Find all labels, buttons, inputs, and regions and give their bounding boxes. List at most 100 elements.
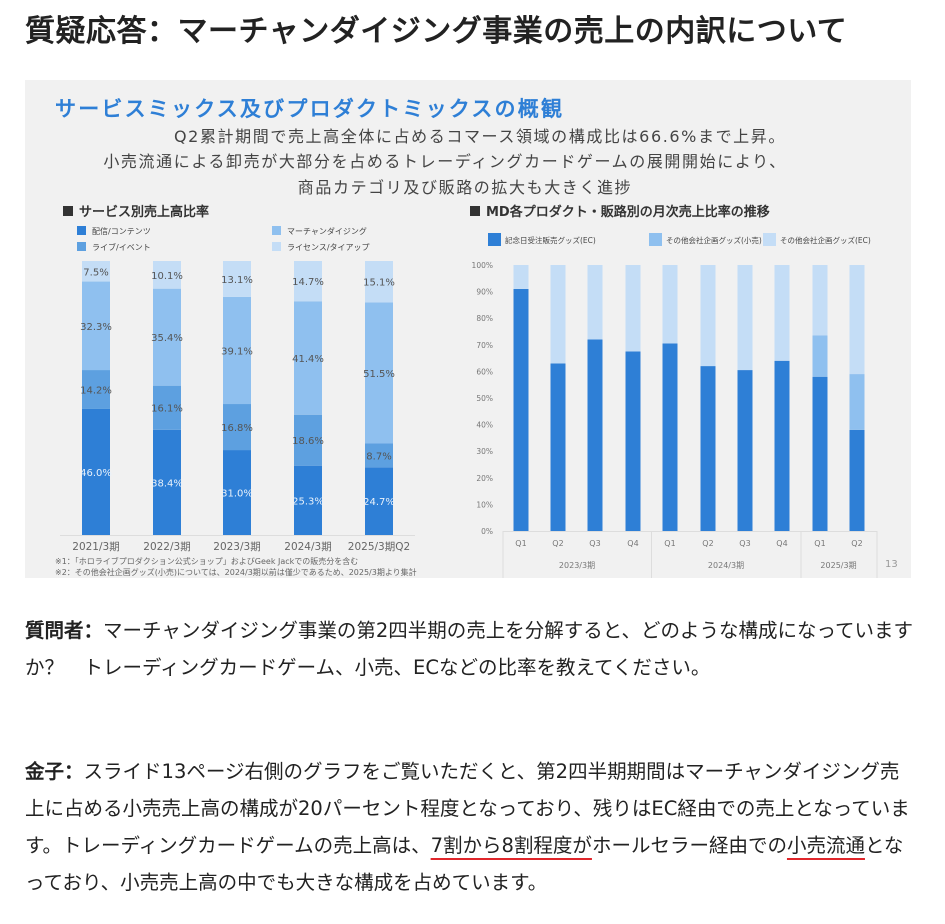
bar-segment [550, 265, 566, 364]
underlined-phrase: 7割から8割程度が [430, 834, 592, 857]
group-label: 2024/3期 [708, 561, 744, 570]
data-label: 7.5% [83, 267, 108, 278]
legend-label: 記念日受注販売グッズ(EC) [505, 235, 596, 245]
x-tick-label: Q2 [552, 539, 563, 548]
x-tick-label: 2024/3期 [284, 541, 331, 553]
bar-segment [82, 281, 110, 371]
bar-segment [294, 301, 322, 415]
right-chart: 0% 10% 20% 30% 40% 50% 60% 70% 80% 90% 100% Q1 Q2 Q3 Q… [472, 261, 878, 578]
bar-segment [849, 265, 865, 375]
bar-segment [153, 429, 181, 535]
bar-segment [223, 296, 251, 405]
bar-segment [82, 261, 110, 282]
bar-segment [153, 261, 181, 289]
bar-segment [587, 339, 603, 531]
bar-segment [365, 467, 393, 535]
x-tick-label: 2021/3期 [72, 541, 119, 553]
answer-paragraph: 金子：スライド13ページ右側のグラフをご覧いただくと、第2四半期期間はマーチャン… [25, 753, 915, 901]
bar-segment [587, 265, 603, 340]
data-label: 38.4% [151, 478, 183, 489]
bar-segment [365, 302, 393, 444]
legend-label: 配信/コンテンツ [92, 226, 151, 236]
bar-segment [625, 265, 641, 352]
speaker-label: 質問者 [25, 619, 84, 642]
data-label: 10.1% [151, 271, 183, 282]
bar-segment [812, 265, 828, 336]
paragraph-text: ホールセラー経由での [591, 834, 787, 857]
speaker-separator: ： [83, 619, 104, 642]
bar-segment [82, 370, 110, 409]
bar-segment [849, 374, 865, 430]
slide-image: サービスミックス及びプロダクトミックスの概観 Q2累計期間で売上高全体に占めるコ… [25, 80, 911, 578]
x-tick-label: Q1 [664, 539, 675, 548]
x-tick-label: Q2 [702, 539, 713, 548]
y-tick-label: 20% [476, 474, 493, 483]
legend-swatch [272, 226, 281, 235]
data-label: 24.7% [363, 497, 395, 508]
paragraph-text: となっており、小売売上高の中でも大きな構成を占めています。 [25, 834, 904, 894]
data-label: 51.5% [363, 369, 395, 380]
bar-segment [700, 366, 716, 531]
footnote-2: ※2：その他会社企画グッズ(小売)については、2024/3期以前は僅少であるため… [55, 567, 417, 577]
y-tick-label: 50% [476, 394, 493, 403]
page-title: 質疑応答：マーチャンダイジング事業の売上の内訳について [25, 14, 848, 49]
left-chart-header-square-icon [63, 206, 73, 216]
data-label: 16.1% [151, 404, 183, 415]
page-number: 13 [885, 559, 898, 570]
bar-segment [625, 351, 641, 531]
paragraph-text: スライド13ページ右側のグラフをご覧いただくと、第2四半期期間はマーチャンダイジ… [25, 760, 910, 857]
y-tick-label: 60% [476, 367, 493, 376]
y-tick-label: 0% [481, 527, 493, 536]
bar-segment [223, 450, 251, 535]
y-tick-label: 40% [476, 421, 493, 430]
bar-segment [513, 288, 529, 531]
slide-subtitle-line-2: 小売流通による卸売が大部分を占めるトレーディングカードゲームの展開開始により、 [103, 152, 786, 171]
data-label: 16.8% [221, 423, 253, 434]
x-tick-label: Q3 [739, 539, 750, 548]
legend-label: マーチャンダイジング [287, 226, 367, 236]
data-label: 14.2% [80, 386, 112, 397]
data-label: 39.1% [221, 346, 253, 357]
footnote-1: ※1：「ホロライブプロダクション公式ショップ」およびGeek Jackでの販売分… [55, 556, 358, 566]
slide-subtitle-line-3: 商品カテゴリ及び販路の拡大も大きく進捗 [298, 178, 632, 197]
x-tick-label: 2022/3期 [143, 541, 190, 553]
data-label: 31.0% [221, 489, 253, 500]
bar-segment [737, 370, 753, 531]
x-tick-label: Q3 [589, 539, 600, 548]
data-label: 41.4% [292, 354, 324, 365]
legend-label: その他会社企画グッズ(小売) [666, 235, 762, 245]
bar-segment [294, 414, 322, 466]
bar-segment [774, 360, 790, 531]
data-label: 8.7% [366, 451, 391, 462]
slide-title: サービスミックス及びプロダクトミックスの概観 [55, 97, 564, 121]
bar-segment [700, 265, 716, 367]
bar-segment [737, 265, 753, 371]
right-chart-legend: 記念日受注販売グッズ(EC) その他会社企画グッズ(小売) その他会社企画グッズ(E… [488, 233, 871, 246]
legend-label: その他会社企画グッズ(EC) [780, 235, 871, 245]
data-label: 15.1% [363, 278, 395, 289]
y-tick-label: 30% [476, 447, 493, 456]
bar-segment [223, 404, 251, 451]
bar-segment [774, 265, 790, 361]
bar-segment [294, 261, 322, 302]
legend-label: ライブ/イベント [92, 242, 151, 252]
bar-segment [662, 343, 678, 531]
bar-segment [849, 429, 865, 531]
bar-segment [812, 335, 828, 377]
bar-segment [223, 261, 251, 297]
data-label: 32.3% [80, 322, 112, 333]
legend-swatch [649, 233, 662, 246]
legend-swatch [763, 233, 776, 246]
bar-segment [153, 288, 181, 386]
y-tick-label: 10% [476, 500, 493, 509]
left-chart: 46.0% 14.2% 32.3% 7.5% 2021/3期 38.4% 16.1% 35.4… [60, 261, 415, 553]
speaker-label: 金子 [25, 760, 65, 783]
x-tick-label: 2023/3期 [213, 541, 260, 553]
data-label: 35.4% [151, 333, 183, 344]
data-label: 46.0% [80, 468, 112, 479]
question-paragraph: 質問者：マーチャンダイジング事業の第2四半期の売上を分解すると、どのような構成に… [25, 612, 915, 686]
y-tick-label: 100% [472, 261, 493, 270]
speaker-separator: ： [64, 760, 84, 783]
bar-segment [153, 385, 181, 430]
